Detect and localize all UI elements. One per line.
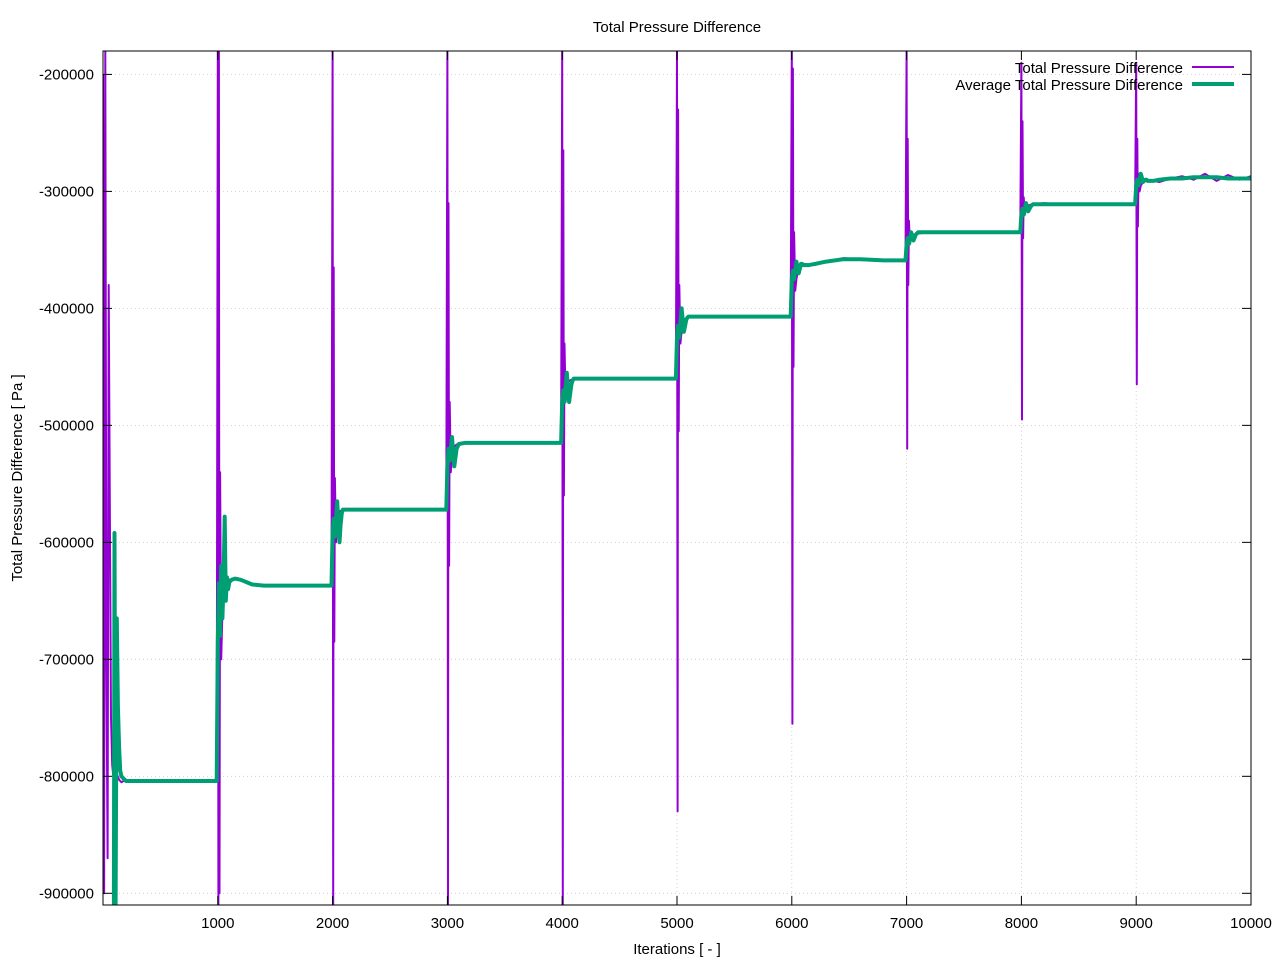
y-tick-label: -800000 — [39, 768, 94, 785]
legend-label-total-pressure-difference: Total Pressure Difference — [1015, 60, 1183, 77]
x-tick-label: 9000 — [1120, 915, 1153, 932]
legend-label-average-total-pressure-difference: Average Total Pressure Difference — [955, 77, 1183, 94]
chart-title: Total Pressure Difference — [593, 19, 761, 36]
x-tick-label: 3000 — [431, 915, 464, 932]
y-tick-label: -500000 — [39, 417, 94, 434]
y-tick-label: -700000 — [39, 651, 94, 668]
x-axis-label: Iterations [ - ] — [633, 941, 721, 958]
series-line-average-total-pressure-difference — [111, 171, 1251, 905]
y-tick-label: -300000 — [39, 183, 94, 200]
x-tick-label: 10000 — [1230, 915, 1272, 932]
y-tick-label: -900000 — [39, 885, 94, 902]
y-tick-label: -600000 — [39, 534, 94, 551]
x-tick-label: 6000 — [775, 915, 808, 932]
x-tick-label: 8000 — [1005, 915, 1038, 932]
y-axis-label: Total Pressure Difference [ Pa ] — [9, 374, 26, 581]
axis-ticks: 1000 2000 3000 4000 5000 6000 7000 8000 9000 1000… — [39, 51, 1272, 932]
x-tick-label: 4000 — [546, 915, 579, 932]
x-tick-label: 5000 — [660, 915, 693, 932]
y-tick-label: -200000 — [39, 66, 94, 83]
x-tick-label: 2000 — [316, 915, 349, 932]
series-lines — [103, 51, 1251, 905]
legend: Total Pressure Difference Average Total … — [955, 60, 1234, 94]
grid-lines — [103, 51, 1251, 905]
series-line-total-pressure-difference — [103, 51, 1251, 905]
x-tick-label: 1000 — [201, 915, 234, 932]
x-tick-label: 7000 — [890, 915, 923, 932]
y-tick-label: -400000 — [39, 300, 94, 317]
